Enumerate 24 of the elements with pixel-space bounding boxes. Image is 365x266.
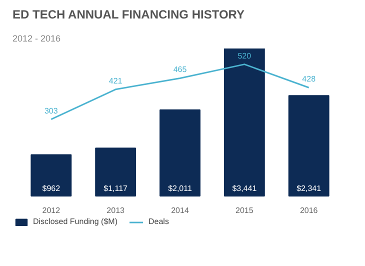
data-label: $2,011: [168, 184, 192, 194]
bar: [160, 109, 200, 197]
legend-label: Disclosed Funding ($M): [33, 217, 118, 226]
bar: [288, 95, 330, 197]
x-tick-label: 2016: [300, 206, 318, 216]
bar: [224, 48, 265, 197]
x-tick-label: 2015: [236, 206, 254, 216]
bar: [95, 148, 136, 197]
data-label: 428: [302, 74, 316, 84]
x-tick-label: 2013: [106, 206, 126, 216]
data-label: $962: [42, 184, 61, 194]
legend-label: Deals: [148, 217, 169, 226]
data-label: $1,117: [104, 184, 128, 194]
data-label: 303: [44, 106, 58, 116]
chart-title: ED TECH ANNUAL FINANCING HISTORY: [12, 8, 245, 22]
data-label: 520: [238, 51, 252, 60]
chart-subtitle: 2012 - 2016: [12, 34, 61, 44]
x-tick-label: 2012: [42, 206, 61, 216]
data-label: 421: [108, 76, 123, 86]
x-tick-label: 2014: [171, 206, 190, 216]
bar: [30, 154, 72, 197]
data-label: $3,441: [232, 184, 258, 194]
data-label: 465: [173, 65, 188, 74]
data-label: $2,341: [296, 184, 322, 194]
